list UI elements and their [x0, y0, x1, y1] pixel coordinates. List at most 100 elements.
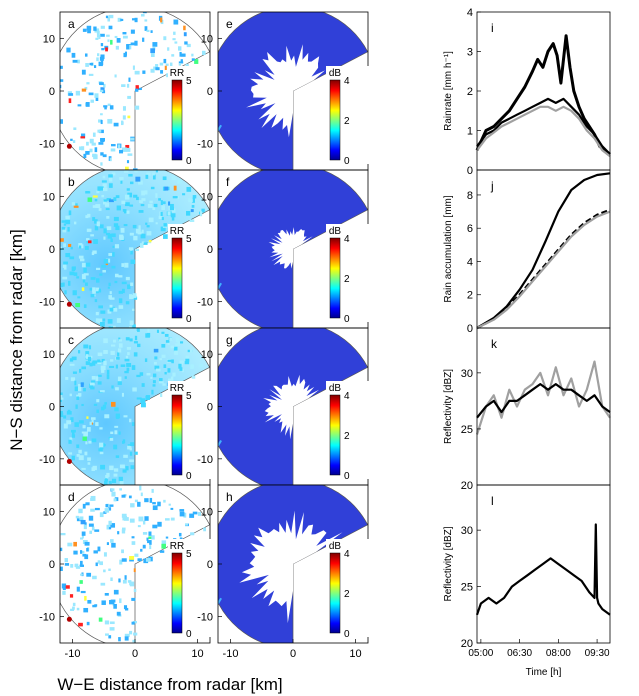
rain-cell [70, 608, 75, 611]
rain-cell [99, 273, 103, 276]
rain-cell [64, 290, 67, 295]
rain-cell [145, 174, 149, 179]
rain-cell [91, 419, 94, 424]
rain-cell [163, 58, 167, 64]
rain-cell [124, 575, 127, 580]
rain-cell [95, 97, 99, 102]
rain-cell [136, 328, 140, 332]
rain-cell [114, 244, 120, 249]
rain-cell [116, 611, 121, 616]
rain-cell [145, 396, 150, 400]
rain-cell [63, 261, 69, 265]
rain-cell [141, 241, 145, 245]
rain-cell [95, 562, 98, 567]
rain-cell [163, 364, 167, 368]
rain-cell [125, 144, 130, 149]
rain-cell [82, 503, 86, 509]
rain-cell [64, 563, 70, 566]
rain-cell [126, 147, 131, 152]
rain-cell [140, 398, 146, 403]
rain-cell [103, 338, 108, 344]
rain-cell [86, 141, 89, 146]
rain-cell [109, 297, 115, 300]
rain-cell [82, 28, 87, 32]
rain-cell [110, 238, 113, 243]
edge-artifact [218, 440, 222, 447]
rain-cell [160, 70, 164, 74]
rain-cell [109, 365, 115, 368]
rain-cell [81, 88, 87, 92]
rain-cell [69, 363, 75, 366]
rain-cell [84, 53, 88, 57]
rain-cell [152, 174, 156, 180]
rain-cell [184, 41, 188, 45]
rain-cell [62, 276, 68, 280]
rain-cell [88, 523, 94, 527]
rain-cell [134, 553, 139, 557]
map-area [60, 170, 210, 328]
rain-cell [151, 488, 154, 493]
rain-cell [161, 217, 164, 221]
rain-cell [87, 599, 92, 604]
y-tick-label: -10 [39, 139, 55, 151]
rain-cell [103, 199, 107, 202]
rain-cell [124, 376, 127, 379]
rain-cell [105, 633, 109, 636]
rain-cell [109, 627, 115, 631]
rain-cell [140, 243, 144, 248]
colorbar-tick-label: 2 [344, 116, 350, 127]
rain-cell [180, 59, 183, 62]
series-line [476, 208, 611, 330]
rain-cell [81, 133, 86, 139]
rain-cell [103, 83, 106, 88]
rain-cell [69, 594, 74, 598]
rain-cell [60, 246, 62, 249]
rain-cell [150, 48, 155, 54]
rain-cell [86, 547, 89, 552]
rain-cell [125, 355, 129, 359]
rain-cell [132, 293, 137, 298]
rain-cell [161, 543, 166, 549]
rain-cell [177, 179, 183, 184]
rain-cell [84, 595, 87, 601]
rain-cell [101, 264, 107, 268]
rain-cell [191, 205, 195, 208]
rain-cell [160, 393, 163, 398]
rain-cell [115, 195, 120, 199]
rain-cell [186, 43, 191, 48]
rain-cell [111, 172, 116, 176]
rain-cell [81, 69, 86, 75]
rain-cell [95, 376, 99, 381]
rain-cell [115, 364, 118, 369]
rain-cell [93, 26, 97, 31]
edge-artifact [218, 124, 222, 132]
shared-y-label: N−S distance from radar [km] [7, 229, 26, 451]
rain-cell [60, 84, 62, 89]
rain-cell [60, 399, 62, 402]
y-tick-label: 30 [461, 525, 473, 537]
rain-cell [121, 263, 124, 267]
rain-cell [119, 481, 124, 485]
rain-cell [68, 439, 72, 444]
rain-cell [85, 102, 90, 107]
rain-cell [106, 472, 110, 477]
rain-cell [150, 30, 153, 33]
rain-cell [118, 431, 121, 435]
rain-cell [102, 175, 106, 179]
rain-cell [82, 436, 87, 441]
rain-cell [83, 267, 87, 273]
rain-cell [118, 637, 121, 642]
rain-cell [142, 12, 147, 14]
plot-frame [476, 11, 611, 171]
rain-cell [85, 354, 89, 359]
rain-cell [60, 282, 64, 288]
rain-cell [118, 339, 123, 342]
colorbar-tick-label: 2 [344, 431, 350, 442]
rain-cell [199, 363, 203, 368]
rain-cell [137, 87, 142, 91]
rain-cell [189, 513, 195, 518]
rain-cell [82, 277, 86, 283]
time-series-panel-l: 20 25 30 Reflectivity [dBZ] l 05:00 06:30 08:00… [443, 484, 611, 678]
rain-cell [118, 578, 121, 583]
rain-cell [120, 180, 123, 184]
